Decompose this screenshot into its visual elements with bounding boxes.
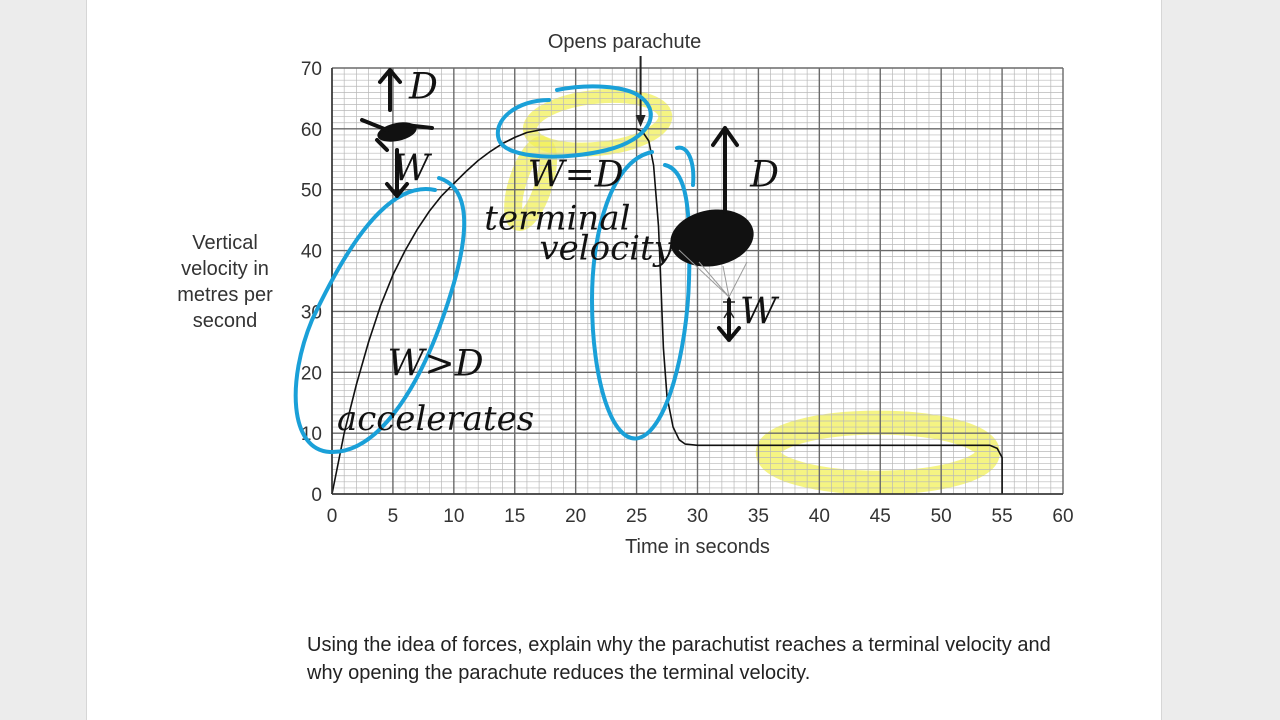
worksheet-page: 0 5 10 15 20 25 30 35 40 45 50 55 60 0 10 20 30 40 50 60 70 T… — [86, 0, 1162, 720]
x-tick-label: 30 — [687, 506, 708, 527]
y-axis-label-line: Vertical — [192, 232, 258, 254]
handwritten-note-5: accelerates — [337, 399, 534, 439]
drag-force-arrow-parachute — [711, 126, 739, 214]
plot-layer — [331, 128, 1003, 495]
handwritten-note-1: W=D — [528, 155, 624, 196]
skydiver-limbs — [360, 118, 434, 152]
weight-force-arrow-down — [385, 148, 409, 198]
handwritten-note-2: terminal — [484, 198, 630, 238]
y-axis-label-line: metres per — [177, 284, 273, 306]
y-tick-label: 50 — [301, 181, 322, 202]
handwritten-note-3: velocity — [539, 229, 673, 269]
blue-loop-accelerating — [293, 176, 467, 455]
annotation-arrow-head — [635, 115, 646, 128]
question-line-1: Using the idea of forces, explain why th… — [307, 634, 1051, 656]
handwritten-note-9: W — [740, 292, 780, 333]
x-tick-label: 20 — [565, 506, 586, 527]
x-tick-label: 60 — [1052, 506, 1073, 527]
x-tick-label: 0 — [327, 506, 338, 527]
x-tick-label: 35 — [748, 506, 769, 527]
y-axis-label-line: second — [193, 310, 258, 332]
x-tick-label: 50 — [931, 506, 952, 527]
y-axis-label-line: velocity in — [181, 258, 269, 280]
weight-force-arrow-parachute — [717, 298, 741, 342]
series-line-1 — [331, 128, 1003, 495]
x-tick-label: 40 — [809, 506, 830, 527]
blue-loop-tail — [675, 145, 696, 187]
x-axis-label: Time in seconds — [625, 536, 770, 558]
velocity-time-chart: 0 5 10 15 20 25 30 35 40 45 50 55 60010203040506070T… — [177, 31, 1073, 558]
parachute-cords — [678, 249, 748, 298]
handwritten-note-8: W — [393, 149, 433, 190]
annotation-label: Opens parachute — [548, 31, 701, 53]
y-tick-label: 60 — [301, 120, 322, 141]
x-tick-label: 55 — [992, 506, 1013, 527]
x-tick-label: 25 — [626, 506, 647, 527]
handwritten-note-7: D — [408, 66, 438, 107]
handwritten-note-6: D — [749, 155, 779, 196]
x-tick-label: 45 — [870, 506, 891, 527]
y-tick-label: 70 — [301, 59, 322, 80]
y-tick-label: 20 — [301, 363, 322, 384]
handwritten-note-4: W>D — [388, 343, 484, 384]
question-text: Using the idea of forces, explain why th… — [307, 631, 1051, 687]
y-tick-label: 40 — [301, 242, 322, 263]
drag-force-arrow-up — [378, 68, 402, 112]
axes-layer: 0 5 10 15 20 25 30 35 40 45 50 55 60010203040506070T… — [177, 31, 1073, 558]
highlight-layer — [504, 88, 1000, 495]
question-line-2: why opening the parachute reduces the te… — [307, 662, 811, 684]
y-tick-label: 0 — [311, 485, 322, 506]
yellow-highlight-mark — [755, 410, 1000, 495]
x-tick-label: 5 — [388, 506, 399, 527]
parachute-canopy-icon — [670, 209, 754, 267]
blue-loop-terminal-velocity — [495, 84, 653, 159]
x-tick-label: 10 — [443, 506, 464, 527]
x-tick-label: 15 — [504, 506, 525, 527]
